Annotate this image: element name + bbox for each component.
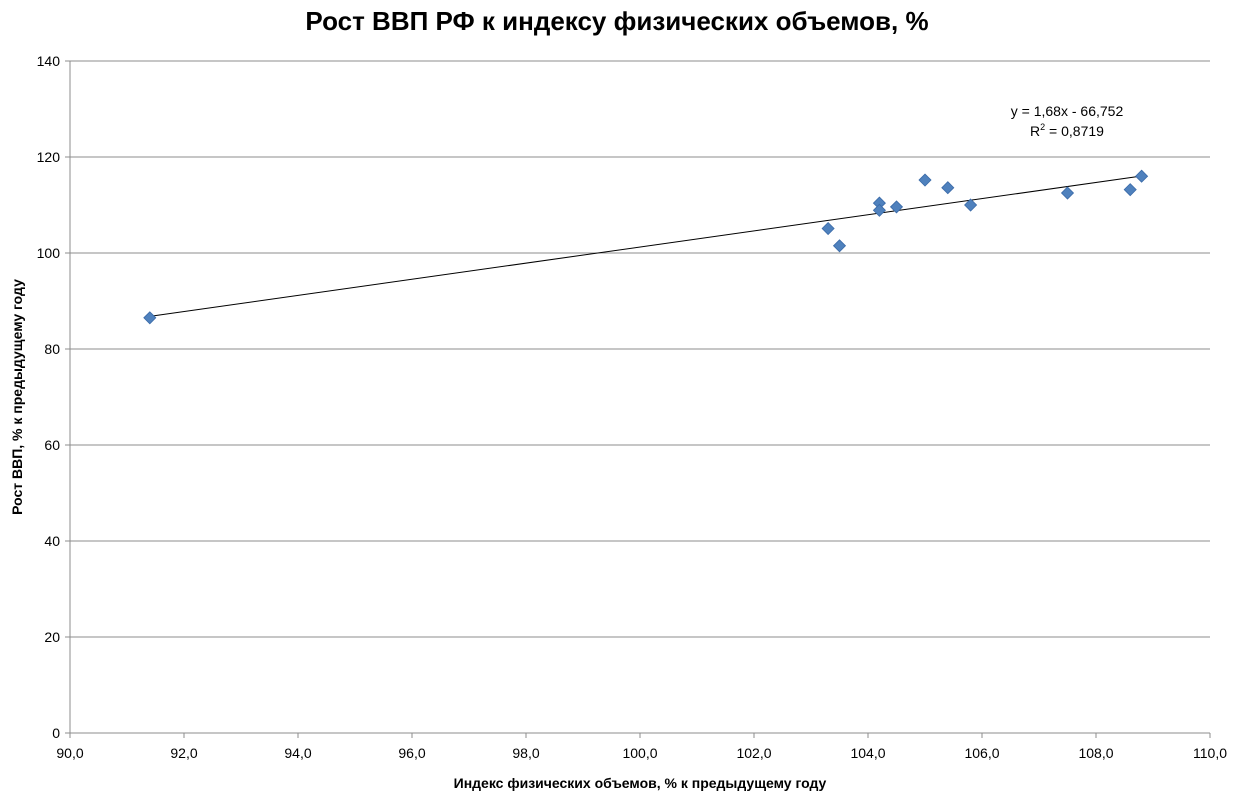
y-tick-label: 100 xyxy=(37,245,61,261)
x-tick-label: 92,0 xyxy=(170,745,197,761)
y-tick-label: 0 xyxy=(52,725,60,741)
y-tick-label: 60 xyxy=(44,437,60,453)
r2-superscript: 2 xyxy=(1040,122,1045,132)
r2-value: = 0,8719 xyxy=(1045,123,1104,139)
tick-labels: 0 20 40 60 80 100 120 140 90,0 92,0 94,0 96,0 98,0 10… xyxy=(37,53,1228,761)
data-point xyxy=(1060,186,1075,200)
x-tick-label: 96,0 xyxy=(398,745,425,761)
data-point xyxy=(941,181,955,195)
x-tick-label: 110,0 xyxy=(1193,745,1227,761)
data-point xyxy=(964,198,978,212)
x-tick-label: 90,0 xyxy=(56,745,83,761)
x-tick-label: 100,0 xyxy=(622,745,657,761)
trendline xyxy=(149,175,1142,317)
x-tick-label: 108,0 xyxy=(1078,745,1113,761)
data-point xyxy=(872,203,886,217)
x-tick-label: 106,0 xyxy=(964,745,999,761)
y-tick-label: 40 xyxy=(44,533,60,549)
grid-lines xyxy=(70,60,1210,638)
axes xyxy=(65,60,1211,738)
data-points xyxy=(143,169,1149,325)
trendline-r-squared: R2 = 0,8719 xyxy=(1030,122,1104,139)
x-tick-label: 98,0 xyxy=(512,745,539,761)
trendline-group xyxy=(149,175,1142,317)
y-tick-label: 20 xyxy=(44,629,60,645)
data-point xyxy=(832,239,847,253)
x-tick-label: 94,0 xyxy=(284,745,311,761)
data-point xyxy=(889,200,904,214)
x-tick-label: 102,0 xyxy=(736,745,771,761)
data-point xyxy=(1135,169,1149,183)
y-tick-label: 120 xyxy=(37,149,61,165)
x-tick-label: 104,0 xyxy=(850,745,885,761)
trendline-equation: y = 1,68x - 66,752 xyxy=(1011,103,1124,119)
data-point xyxy=(918,173,932,187)
r2-prefix: R xyxy=(1030,123,1040,139)
data-point xyxy=(821,221,835,236)
data-point xyxy=(143,311,157,325)
chart-title: Рост ВВП РФ к индексу физических объемов… xyxy=(305,6,929,36)
y-tick-label: 140 xyxy=(37,53,61,69)
y-tick-label: 80 xyxy=(44,341,60,357)
y-axis-label: Рост ВВП, % к предыдущему году xyxy=(9,279,25,515)
x-axis-label: Индекс физических объемов, % к предыдуще… xyxy=(454,775,827,791)
data-point xyxy=(1123,183,1137,197)
